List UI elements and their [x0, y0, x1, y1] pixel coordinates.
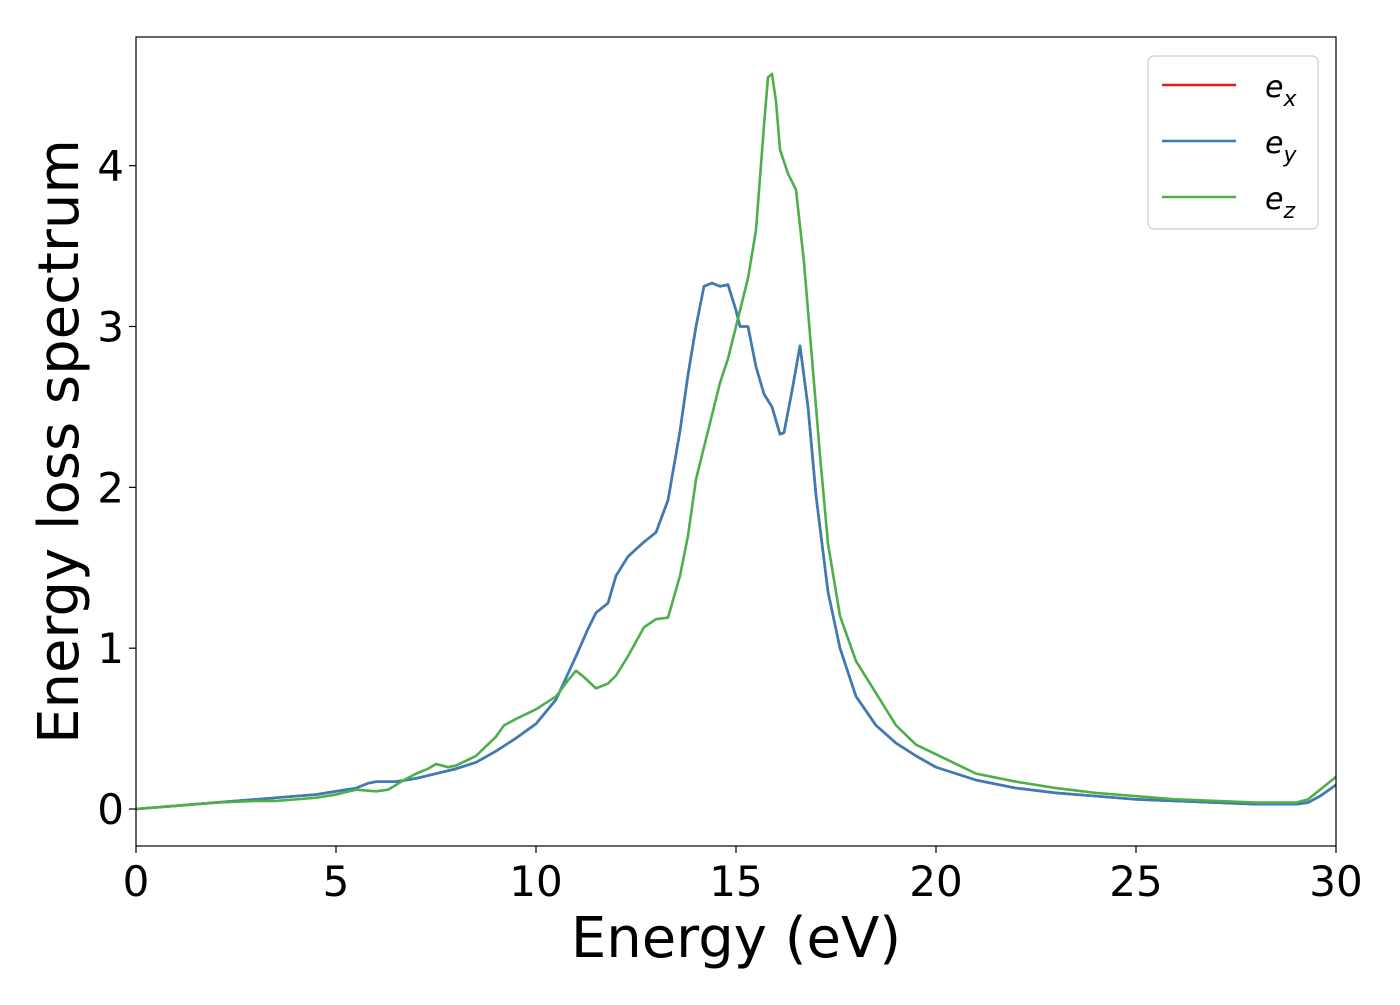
series-layer: [136, 72, 1336, 811]
x-tick-label: 0: [123, 857, 150, 906]
legend-label-subscript: x: [1282, 87, 1297, 112]
legend-label-subscript: z: [1282, 199, 1295, 224]
x-tick-label: 5: [323, 857, 350, 906]
x-tick-label: 25: [1109, 857, 1162, 906]
y-tick-label: 4: [97, 142, 124, 191]
legend-label-base: e: [1265, 126, 1283, 161]
y-axis-ticks: 0 1 2 3 4: [97, 142, 136, 834]
legend-label-ex: ex: [1265, 70, 1297, 112]
y-tick-label: 0: [97, 785, 124, 834]
y-tick-label: 3: [97, 303, 124, 352]
x-tick-label: 10: [509, 857, 562, 906]
legend-label-ez: ez: [1265, 182, 1295, 224]
legend-box: [1147, 55, 1319, 230]
series-line-e-x: [136, 281, 1336, 811]
legend-label-subscript: y: [1282, 143, 1297, 168]
x-tick-label: 15: [709, 857, 762, 906]
x-axis-label: Energy (eV): [571, 906, 901, 971]
y-tick-label: 2: [97, 463, 124, 512]
y-tick-label: 1: [97, 624, 124, 673]
y-axis-label: Energy loss spectrum: [27, 139, 92, 744]
legend-label-base: e: [1265, 182, 1283, 217]
x-axis-ticks: 0 5 10 15 20 25 30: [123, 846, 1363, 906]
x-tick-label: 30: [1309, 857, 1362, 906]
legend-label-base: e: [1265, 70, 1283, 105]
x-tick-label: 20: [909, 857, 962, 906]
series-line-e-z: [136, 72, 1336, 811]
legend-label-ey: ey: [1265, 126, 1297, 168]
series-line-e-y: [136, 281, 1336, 811]
